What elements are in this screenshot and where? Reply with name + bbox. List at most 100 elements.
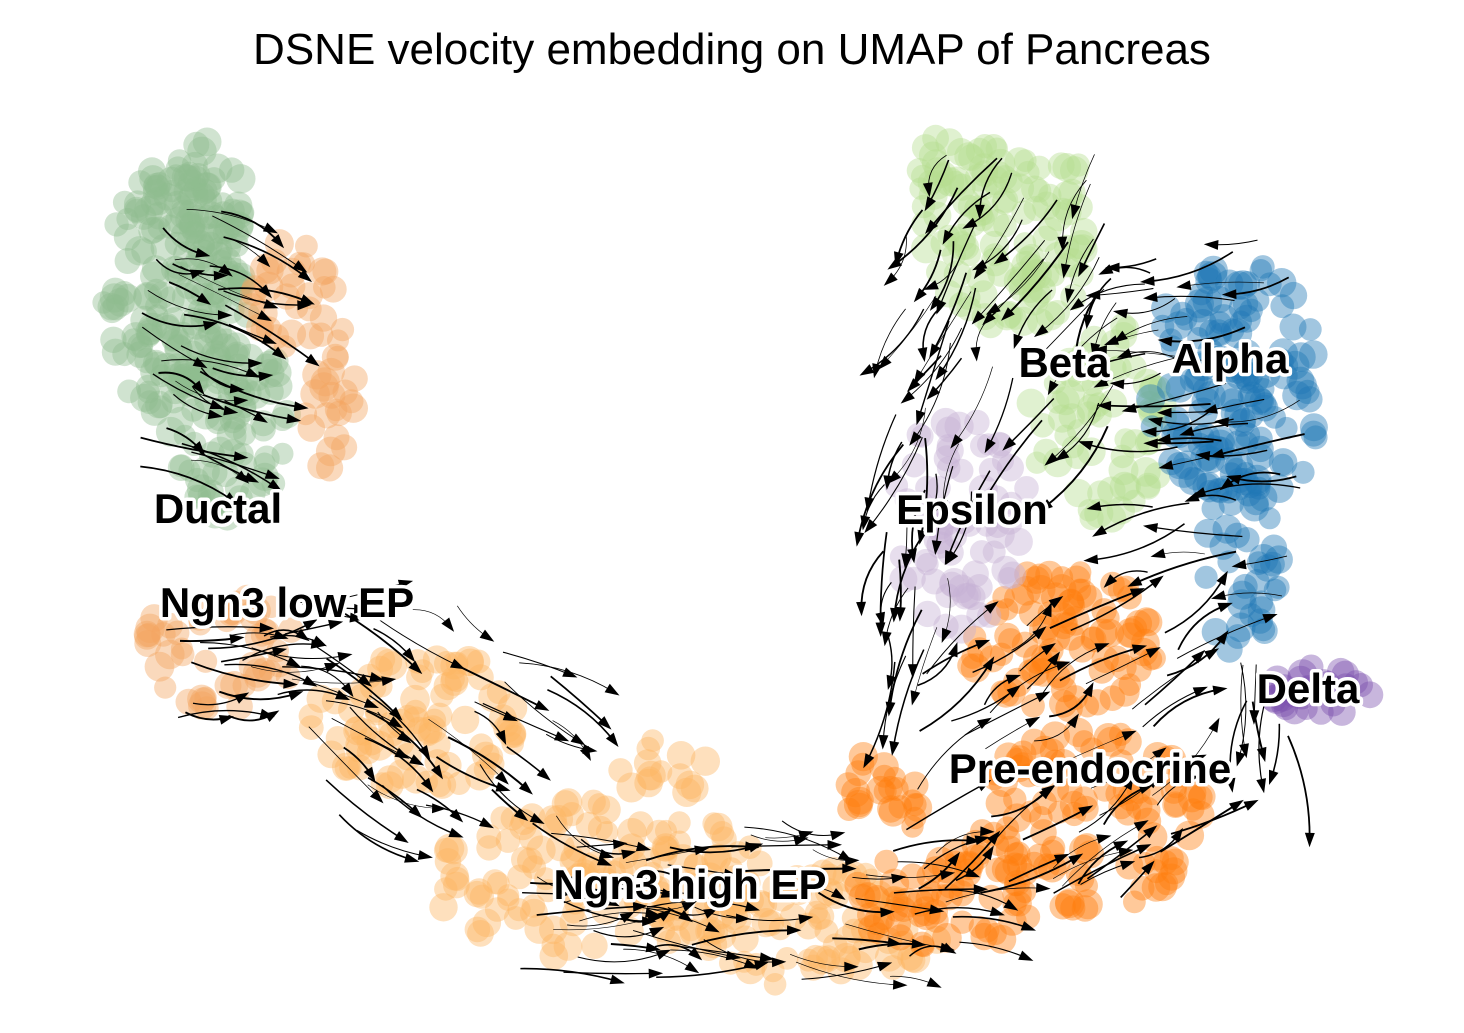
cell-point xyxy=(345,735,373,763)
streamline xyxy=(795,961,903,986)
streamline xyxy=(945,470,991,561)
cell-point xyxy=(122,328,146,351)
streamline-arrowhead xyxy=(1054,449,1070,462)
streamline xyxy=(881,295,937,367)
streamline-arrowhead xyxy=(1212,685,1228,696)
cell-point xyxy=(473,758,497,781)
cell-point xyxy=(1270,691,1297,718)
streamline xyxy=(161,359,256,376)
cell-point xyxy=(192,127,222,157)
streamline-arrowhead xyxy=(970,346,981,362)
streamline-arrowhead xyxy=(1081,360,1097,371)
streamline-arrowhead xyxy=(962,217,978,229)
streamline-arrowhead xyxy=(369,672,385,682)
cell-point xyxy=(1110,654,1137,680)
cell-point xyxy=(330,317,355,342)
cell-point xyxy=(192,182,215,206)
streamline-arrowhead xyxy=(513,808,529,822)
cell-point xyxy=(668,811,691,834)
cell-point xyxy=(1031,644,1060,674)
cell-point xyxy=(240,479,266,506)
cell-point xyxy=(167,149,192,173)
cell-point xyxy=(1303,675,1330,701)
streamline xyxy=(1048,385,1114,463)
cell-point xyxy=(196,223,224,251)
streamline-arrowhead xyxy=(207,409,223,420)
cell-point xyxy=(982,540,1006,564)
streamline xyxy=(742,867,852,873)
streamline xyxy=(553,916,657,931)
cell-point xyxy=(133,283,161,310)
cell-point xyxy=(845,786,874,815)
cell-point xyxy=(1029,757,1056,784)
cell-point xyxy=(933,613,959,639)
cell-point xyxy=(1266,675,1289,699)
cell-point xyxy=(1058,178,1086,207)
streamline-arrowhead xyxy=(1231,559,1247,570)
streamline-arrowhead xyxy=(562,667,578,678)
streamline-arrowhead xyxy=(1105,262,1120,273)
cell-point xyxy=(310,367,340,397)
cell-point xyxy=(1049,749,1078,778)
cell-point xyxy=(1135,474,1161,500)
cell-point xyxy=(1296,386,1323,413)
streamline-arrowhead xyxy=(1304,832,1315,848)
streamline-arrowhead xyxy=(889,740,900,756)
cell-point xyxy=(932,923,962,953)
cell-point xyxy=(1273,695,1299,721)
cell-point xyxy=(948,880,975,907)
cell-point xyxy=(308,322,334,347)
cell-point xyxy=(1268,338,1298,368)
cell-point xyxy=(1055,380,1085,410)
cell-point xyxy=(256,256,284,285)
cell-point xyxy=(386,728,415,757)
streamline-arrowhead xyxy=(1141,860,1155,875)
cell-point xyxy=(906,888,935,917)
cell-point xyxy=(169,454,193,478)
streamline xyxy=(1229,700,1248,788)
cell-point xyxy=(1068,578,1092,602)
cell-point xyxy=(884,777,909,801)
cell-point xyxy=(1252,378,1275,400)
streamline xyxy=(912,586,916,674)
cell-point xyxy=(1239,491,1270,522)
streamline xyxy=(536,905,643,916)
cell-point xyxy=(138,157,166,186)
cluster-label-ductal: Ductal xyxy=(154,485,282,532)
cell-point xyxy=(339,389,364,414)
streamline-arrowhead xyxy=(1203,240,1219,250)
streamline-arrowhead xyxy=(941,942,957,954)
cell-point xyxy=(1253,392,1277,416)
cell-point xyxy=(194,188,217,212)
cell-point xyxy=(1068,635,1096,663)
cell-point xyxy=(1123,890,1146,914)
streamline-arrowhead xyxy=(892,979,908,990)
cell-point xyxy=(751,908,781,938)
cell-point xyxy=(522,855,547,880)
cell-point xyxy=(1152,850,1178,875)
cell-point xyxy=(1268,448,1298,477)
cell-point xyxy=(800,954,827,981)
streamline-arrowhead xyxy=(989,906,1005,916)
streamline-arrowhead xyxy=(883,272,898,286)
cell-point xyxy=(518,803,546,830)
cell-point xyxy=(1315,670,1341,696)
cell-point xyxy=(1072,889,1103,920)
cell-point xyxy=(244,663,272,692)
streamline-arrowhead xyxy=(292,260,308,273)
cell-point xyxy=(1225,362,1252,390)
cell-point xyxy=(925,846,956,877)
cell-point xyxy=(92,291,115,314)
cell-point xyxy=(312,258,339,285)
streamline-arrowhead xyxy=(771,957,787,968)
cell-point xyxy=(575,811,602,838)
cell-point xyxy=(853,862,878,888)
streamline xyxy=(865,661,896,764)
streamline-arrowhead xyxy=(283,678,298,689)
cell-point xyxy=(806,882,835,910)
cell-point xyxy=(1023,195,1049,222)
cell-point xyxy=(918,141,947,170)
cell-point xyxy=(434,833,465,864)
streamline-arrowhead xyxy=(402,647,416,663)
streamline xyxy=(691,929,797,946)
